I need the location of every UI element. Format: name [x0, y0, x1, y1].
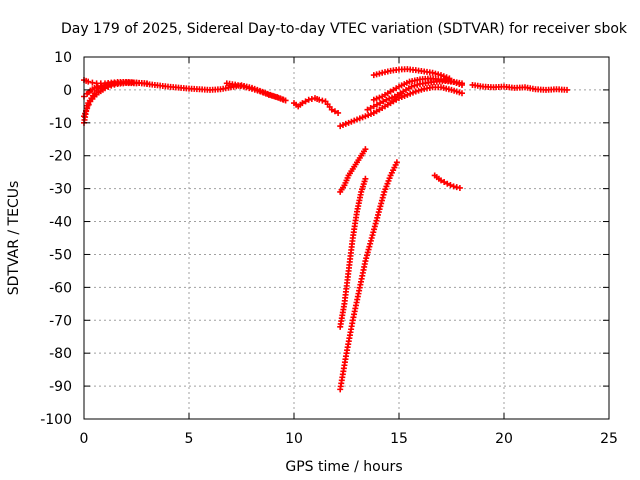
- y-axis-label: SDTVAR / TECUs: [6, 181, 22, 296]
- y-tick-label: -10: [49, 116, 72, 132]
- series-5: [223, 80, 289, 104]
- series-6: [291, 95, 342, 116]
- chart-title: Day 179 of 2025, Sidereal Day-to-day VTE…: [61, 21, 628, 37]
- x-tick-label: 5: [185, 431, 194, 447]
- series-marks: [337, 159, 400, 393]
- series-marks: [370, 66, 453, 82]
- y-tick-label: 10: [54, 50, 72, 66]
- ticks: [83, 56, 610, 420]
- y-tick-label: -100: [40, 412, 72, 428]
- y-tick-label: -20: [49, 149, 72, 165]
- series-marks: [291, 95, 342, 116]
- series-13: [337, 175, 369, 330]
- y-tick-label: -40: [49, 215, 72, 231]
- series-marks: [469, 81, 570, 93]
- x-tick-label: 15: [390, 431, 408, 447]
- y-tick-label: -60: [49, 280, 72, 296]
- series-15: [431, 172, 463, 191]
- series-marks: [337, 146, 369, 195]
- series-14: [337, 159, 400, 393]
- data-marks: [81, 66, 570, 393]
- x-tick-label: 10: [285, 431, 303, 447]
- series-9: [370, 75, 465, 103]
- y-tick-label: 0: [63, 83, 72, 99]
- y-tick-label: -70: [49, 313, 72, 329]
- x-tick-label: 0: [80, 431, 89, 447]
- x-tick-label: 25: [600, 431, 618, 447]
- series-10: [370, 66, 453, 82]
- y-tick-label: -90: [49, 379, 72, 395]
- series-marks: [370, 75, 465, 103]
- tick-labels: 0 5 10 15 20 25 10 0 -10 -20 -30 -40 -50 -60 -70 -80 -90…: [40, 50, 618, 447]
- grid: [84, 57, 609, 419]
- x-tick-label: 20: [495, 431, 513, 447]
- plot-frame: [83, 56, 610, 420]
- series-7: [337, 84, 465, 130]
- series-12: [337, 146, 369, 195]
- series-marks: [337, 84, 465, 130]
- y-tick-label: -80: [49, 346, 72, 362]
- y-tick-label: -30: [49, 182, 72, 198]
- series-11: [469, 81, 570, 93]
- y-tick-label: -50: [49, 247, 72, 263]
- series-marks: [431, 172, 463, 191]
- series-marks: [337, 175, 369, 330]
- series-marks: [223, 80, 289, 104]
- x-axis-label: GPS time / hours: [285, 459, 402, 475]
